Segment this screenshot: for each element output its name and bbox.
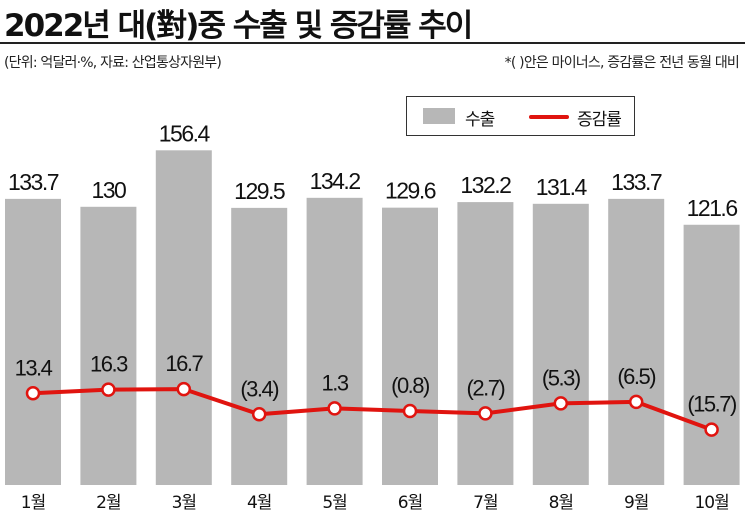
legend-line-swatch bbox=[529, 115, 569, 119]
rate-value-label: 1.3 bbox=[322, 370, 349, 395]
rate-marker-5 bbox=[327, 401, 342, 416]
rate-marker-6 bbox=[402, 403, 418, 419]
x-tick-label: 5월 bbox=[322, 493, 346, 513]
x-tick-label: 7월 bbox=[473, 493, 497, 513]
x-tick-label: 10월 bbox=[694, 493, 728, 513]
bar-value-label: 134.2 bbox=[310, 168, 361, 194]
bar-3 bbox=[155, 150, 212, 485]
rate-line bbox=[32, 387, 713, 432]
rate-marker-8 bbox=[553, 396, 569, 411]
bar-value-label: 131.4 bbox=[536, 174, 588, 200]
rate-marker-4 bbox=[251, 407, 267, 422]
bar-value-label: 129.5 bbox=[234, 178, 285, 204]
rate-marker-2 bbox=[101, 382, 116, 397]
footnote: *( )안은 마이너스, 증감률은 전년 동월 대비 bbox=[504, 55, 740, 71]
bar-2 bbox=[80, 206, 137, 486]
bar-5 bbox=[306, 197, 363, 485]
rate-value-label: 16.3 bbox=[90, 352, 128, 377]
bar-6 bbox=[382, 207, 438, 485]
bar-7 bbox=[457, 202, 514, 486]
title-divider bbox=[0, 42, 745, 44]
bar-9 bbox=[608, 198, 665, 485]
rate-marker-9 bbox=[628, 394, 644, 410]
bar-value-label: 133.7 bbox=[611, 169, 662, 195]
rate-marker-1 bbox=[25, 386, 41, 401]
bar-value-label: 130 bbox=[91, 177, 126, 203]
rate-value-label: (15.7) bbox=[687, 392, 736, 417]
x-tick-label: 9월 bbox=[624, 493, 648, 513]
rate-value-label: 13.4 bbox=[15, 355, 53, 380]
bar-8 bbox=[532, 203, 589, 485]
legend-bar-label: 수출 bbox=[465, 110, 495, 130]
legend: 수출 증감률 bbox=[406, 96, 635, 136]
rate-value-label: 16.7 bbox=[165, 351, 203, 376]
rate-value-label: (3.4) bbox=[240, 376, 278, 401]
x-tick-label: 4월 bbox=[247, 493, 271, 513]
rate-value-label: (5.3) bbox=[542, 365, 580, 390]
bar-value-label: 121.6 bbox=[687, 195, 738, 221]
rate-value-label: (2.7) bbox=[467, 375, 505, 400]
chart-title: 2022년 대(對)중 수출 및 증감률 추이 bbox=[4, 8, 473, 44]
unit-source-note: (단위: 억달러·%, 자료: 산업통상자원부) bbox=[4, 55, 222, 71]
rate-marker-3 bbox=[176, 381, 192, 397]
bar-1 bbox=[5, 198, 61, 485]
x-tick-label: 6월 bbox=[398, 493, 422, 513]
bar-value-label: 132.2 bbox=[460, 172, 511, 198]
rate-marker-7 bbox=[478, 406, 493, 421]
bar-4 bbox=[231, 207, 288, 485]
bar-value-label: 133.7 bbox=[8, 169, 59, 195]
bar-10 bbox=[683, 224, 740, 485]
rate-value-label: (0.8) bbox=[391, 373, 429, 398]
bar-value-label: 156.4 bbox=[159, 120, 211, 146]
bar-value-label: 129.6 bbox=[385, 178, 436, 204]
rate-marker-10 bbox=[704, 422, 719, 437]
legend-line-label: 증감률 bbox=[577, 110, 622, 130]
x-tick-label: 3월 bbox=[172, 493, 196, 513]
x-tick-label: 8월 bbox=[549, 493, 573, 513]
legend-bar-swatch bbox=[423, 108, 455, 124]
x-tick-label: 1월 bbox=[21, 493, 45, 513]
x-tick-label: 2월 bbox=[96, 493, 120, 513]
rate-value-label: (6.5) bbox=[617, 364, 655, 389]
